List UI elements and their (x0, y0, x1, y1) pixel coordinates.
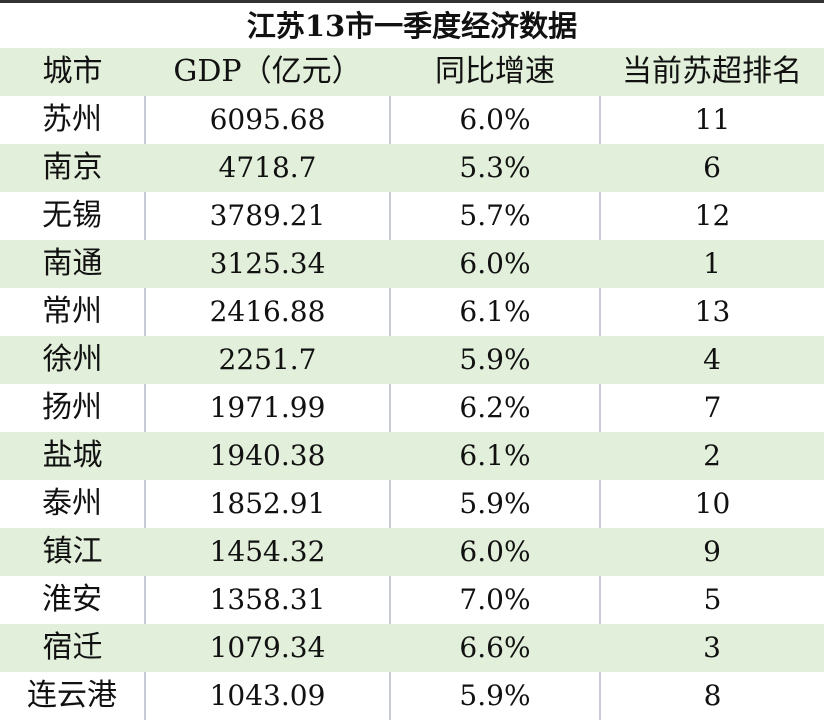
cell-city: 泰州 (0, 480, 145, 528)
table-row: 扬州 1971.99 6.2% 7 (0, 384, 824, 432)
cell-city: 无锡 (0, 192, 145, 240)
cell-growth: 5.3% (390, 144, 600, 192)
cell-gdp: 1852.91 (144, 480, 390, 528)
cell-rank: 7 (599, 384, 824, 432)
cell-city: 连云港 (0, 672, 145, 720)
cell-city: 淮安 (0, 576, 145, 624)
cell-gdp: 3789.21 (144, 192, 390, 240)
cell-gdp: 4718.7 (145, 144, 390, 192)
header-city: 城市 (0, 48, 145, 96)
cell-city: 徐州 (0, 336, 145, 384)
cell-growth: 5.9% (390, 336, 600, 384)
cell-gdp: 1940.38 (145, 432, 390, 480)
cell-city: 南京 (0, 144, 145, 192)
cell-gdp: 1454.32 (145, 528, 390, 576)
cell-rank: 4 (600, 336, 824, 384)
table-row: 淮安 1358.31 7.0% 5 (0, 576, 824, 624)
table-row: 常州 2416.88 6.1% 13 (0, 288, 824, 336)
cell-city: 扬州 (0, 384, 145, 432)
table-row: 连云港 1043.09 5.9% 8 (0, 672, 824, 720)
cell-growth: 6.1% (389, 288, 600, 336)
cell-growth: 6.0% (389, 96, 600, 144)
cell-gdp: 3125.34 (145, 240, 390, 288)
header-gdp: GDP（亿元） (145, 48, 390, 96)
cell-city: 盐城 (0, 432, 145, 480)
cell-city: 南通 (0, 240, 145, 288)
cell-growth: 5.9% (389, 480, 600, 528)
table-row: 泰州 1852.91 5.9% 10 (0, 480, 824, 528)
cell-growth: 5.9% (389, 672, 600, 720)
cell-gdp: 1079.34 (145, 624, 390, 672)
cell-rank: 8 (599, 672, 824, 720)
cell-gdp: 2251.7 (145, 336, 390, 384)
cell-rank: 1 (600, 240, 824, 288)
table-row: 南通 3125.34 6.0% 1 (0, 240, 824, 288)
cell-growth: 6.0% (390, 240, 600, 288)
cell-growth: 6.6% (390, 624, 600, 672)
cell-rank: 2 (600, 432, 824, 480)
cell-gdp: 1358.31 (144, 576, 390, 624)
cell-city: 苏州 (0, 96, 145, 144)
table-title: 江苏13市一季度经济数据 (246, 9, 578, 43)
cell-rank: 12 (599, 192, 824, 240)
cell-growth: 6.0% (390, 528, 600, 576)
table-row: 宿迁 1079.34 6.6% 3 (0, 624, 824, 672)
cell-rank: 11 (599, 96, 824, 144)
header-growth: 同比增速 (390, 48, 600, 96)
header-row: 城市 GDP（亿元） 同比增速 当前苏超排名 (0, 48, 824, 96)
cell-growth: 6.1% (390, 432, 600, 480)
cell-growth: 6.2% (389, 384, 600, 432)
table-row: 苏州 6095.68 6.0% 11 (0, 96, 824, 144)
cell-rank: 13 (599, 288, 824, 336)
cell-city: 常州 (0, 288, 145, 336)
cell-rank: 9 (600, 528, 824, 576)
cell-city: 宿迁 (0, 624, 145, 672)
header-rank: 当前苏超排名 (600, 48, 824, 96)
cell-gdp: 6095.68 (144, 96, 390, 144)
cell-city: 镇江 (0, 528, 145, 576)
cell-rank: 10 (599, 480, 824, 528)
table-row: 南京 4718.7 5.3% 6 (0, 144, 824, 192)
table-row: 徐州 2251.7 5.9% 4 (0, 336, 824, 384)
cell-rank: 5 (599, 576, 824, 624)
cell-gdp: 1043.09 (144, 672, 390, 720)
cell-rank: 3 (600, 624, 824, 672)
cell-gdp: 1971.99 (144, 384, 390, 432)
cell-growth: 5.7% (389, 192, 600, 240)
table-row: 无锡 3789.21 5.7% 12 (0, 192, 824, 240)
cell-rank: 6 (600, 144, 824, 192)
data-table: 城市 GDP（亿元） 同比增速 当前苏超排名 苏州 6095.68 6.0% 11 南京… (0, 48, 824, 720)
top-border (0, 0, 824, 3)
cell-gdp: 2416.88 (144, 288, 390, 336)
table-row: 镇江 1454.32 6.0% 9 (0, 528, 824, 576)
cell-growth: 7.0% (389, 576, 600, 624)
table-row: 盐城 1940.38 6.1% 2 (0, 432, 824, 480)
